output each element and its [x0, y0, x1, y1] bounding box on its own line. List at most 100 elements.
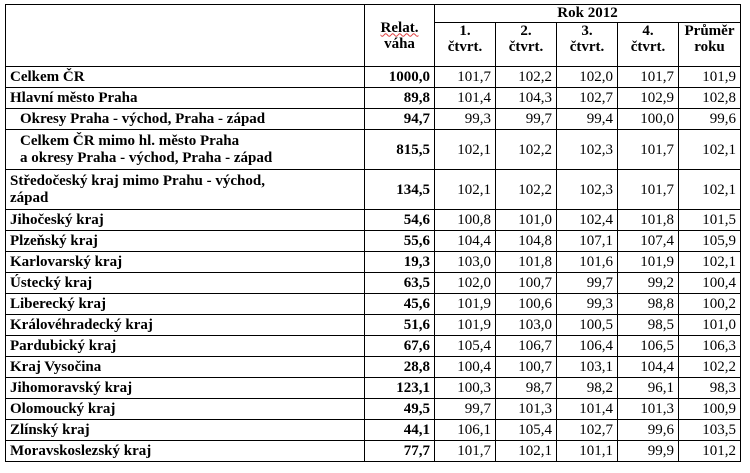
q2-value: 101,3	[495, 398, 557, 420]
q3-value: 102,4	[556, 209, 618, 231]
q3-value: 103,1	[556, 356, 618, 378]
row-name: Hlavní město Praha	[5, 87, 365, 109]
table-row: Zlínský kraj 44,1 106,1 105,4 102,7 99,6…	[5, 419, 741, 441]
row-weight: 55,6	[364, 230, 435, 252]
q2-value: 102,2	[495, 129, 557, 170]
q3-value: 102,0	[556, 66, 618, 88]
q4-value: 104,4	[617, 356, 679, 378]
avg-value: 103,5	[678, 419, 741, 441]
q1-value: 103,0	[434, 251, 496, 273]
q1-value: 101,9	[434, 293, 496, 315]
q3-value: 100,5	[556, 314, 618, 336]
q3-value: 102,3	[556, 129, 618, 170]
row-name: Olomoucký kraj	[5, 398, 365, 420]
row-name: Celkem ČR mimo hl. město Praha a okresy P…	[5, 129, 365, 170]
q2-value: 100,7	[495, 272, 557, 294]
q2-value: 102,2	[495, 66, 557, 88]
avg-value: 102,1	[678, 169, 741, 210]
row-name: Jihočeský kraj	[5, 209, 365, 231]
q2-value: 99,7	[495, 108, 557, 130]
q4-value: 99,2	[617, 272, 679, 294]
avg-value: 105,9	[678, 230, 741, 252]
avg-value: 102,2	[678, 356, 741, 378]
q1-value: 104,4	[434, 230, 496, 252]
q2-value: 104,3	[495, 87, 557, 109]
q4-value: 96,1	[617, 377, 679, 399]
q4-value: 107,4	[617, 230, 679, 252]
table-row: Královéhradecký kraj 51,6 101,9 103,0 10…	[5, 314, 741, 336]
q1-value: 99,7	[434, 398, 496, 420]
q1-value: 102,0	[434, 272, 496, 294]
q4-value: 102,9	[617, 87, 679, 109]
avg-value: 100,2	[678, 293, 741, 315]
table-row: Karlovarský kraj 19,3 103,0 101,8 101,6 …	[5, 251, 741, 273]
avg-value: 100,4	[678, 272, 741, 294]
avg-value: 102,8	[678, 87, 741, 109]
table-row: Liberecký kraj 45,6 101,9 100,6 99,3 98,…	[5, 293, 741, 315]
table-row: Celkem ČR mimo hl. město Praha a okresy P…	[5, 129, 741, 170]
avg-value: 106,3	[678, 335, 741, 357]
table-row: Okresy Praha - východ, Praha - západ 94,…	[5, 108, 741, 130]
row-weight: 44,1	[364, 419, 435, 441]
table-row: Středočeský kraj mimo Prahu - východ, záp…	[5, 169, 741, 210]
quarter-2-header: 2. čtvrt.	[495, 22, 557, 67]
avg-value: 99,6	[678, 108, 741, 130]
table-row: Moravskoslezský kraj 77,7 101,7 102,1 10…	[5, 440, 741, 462]
year-header: Rok 2012	[434, 4, 741, 23]
weight-header-line2: váha	[384, 35, 415, 52]
q1-value: 101,4	[434, 87, 496, 109]
q1-value: 100,4	[434, 356, 496, 378]
row-name: Královéhradecký kraj	[5, 314, 365, 336]
price-index-table: Relat. váha Rok 2012 1. čtvrt. 2. čtvrt. 3…	[5, 4, 741, 462]
q1-value: 101,7	[434, 66, 496, 88]
row-name: Středočeský kraj mimo Prahu - východ, záp…	[5, 169, 365, 210]
q3-value: 98,2	[556, 377, 618, 399]
row-name: Moravskoslezský kraj	[5, 440, 365, 462]
avg-value: 102,1	[678, 129, 741, 170]
q3-value: 106,4	[556, 335, 618, 357]
q2-value: 103,0	[495, 314, 557, 336]
row-weight: 63,5	[364, 272, 435, 294]
q2-value: 98,7	[495, 377, 557, 399]
table-row: Hlavní město Praha 89,8 101,4 104,3 102,…	[5, 87, 741, 109]
avg-value: 101,5	[678, 209, 741, 231]
table-row: Jihočeský kraj 54,6 100,8 101,0 102,4 10…	[5, 209, 741, 231]
q1-value: 102,1	[434, 169, 496, 210]
row-weight: 19,3	[364, 251, 435, 273]
q4-value: 101,7	[617, 169, 679, 210]
avg-value: 101,9	[678, 66, 741, 88]
q1-value: 105,4	[434, 335, 496, 357]
q2-value: 100,6	[495, 293, 557, 315]
q4-value: 99,9	[617, 440, 679, 462]
quarter-4-header: 4. čtvrt.	[617, 22, 679, 67]
q4-value: 101,7	[617, 66, 679, 88]
row-weight: 94,7	[364, 108, 435, 130]
weight-header-line1: Relat.	[380, 19, 419, 36]
q1-value: 102,1	[434, 129, 496, 170]
q4-value: 100,0	[617, 108, 679, 130]
table-row: Pardubický kraj 67,6 105,4 106,7 106,4 1…	[5, 335, 741, 357]
row-name: Ústecký kraj	[5, 272, 365, 294]
q2-value: 102,2	[495, 169, 557, 210]
q3-value: 107,1	[556, 230, 618, 252]
row-weight: 77,7	[364, 440, 435, 462]
q3-value: 102,7	[556, 419, 618, 441]
row-weight: 89,8	[364, 87, 435, 109]
quarter-3-header: 3. čtvrt.	[556, 22, 618, 67]
q2-value: 105,4	[495, 419, 557, 441]
q1-value: 100,3	[434, 377, 496, 399]
q3-value: 101,4	[556, 398, 618, 420]
avg-value: 101,2	[678, 440, 741, 462]
q2-value: 106,7	[495, 335, 557, 357]
quarter-1-header: 1. čtvrt.	[434, 22, 496, 67]
q3-value: 99,7	[556, 272, 618, 294]
avg-value: 100,9	[678, 398, 741, 420]
q4-value: 98,8	[617, 293, 679, 315]
q3-value: 101,1	[556, 440, 618, 462]
table-row: Plzeňský kraj 55,6 104,4 104,8 107,1 107…	[5, 230, 741, 252]
row-name: Celkem ČR	[5, 66, 365, 88]
q3-value: 99,4	[556, 108, 618, 130]
avg-value: 98,3	[678, 377, 741, 399]
q2-value: 101,0	[495, 209, 557, 231]
table-row: Kraj Vysočina 28,8 100,4 100,7 103,1 104…	[5, 356, 741, 378]
